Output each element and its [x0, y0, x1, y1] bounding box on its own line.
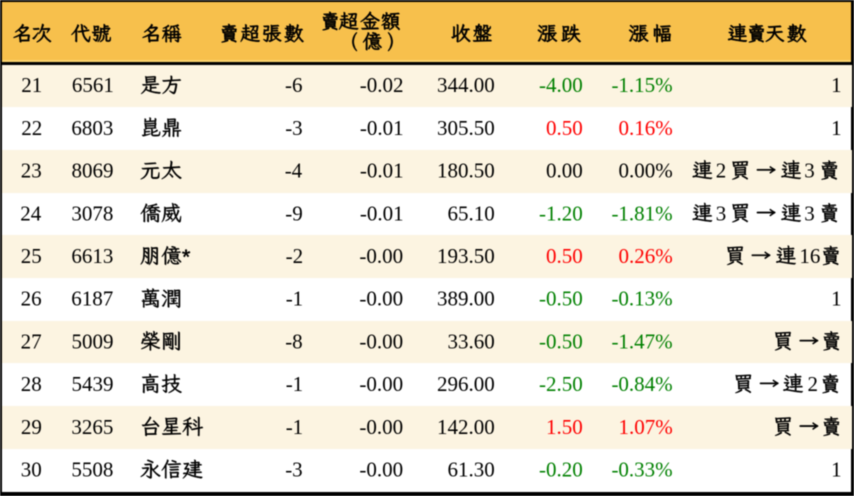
svg-text:61.30: 61.30	[447, 458, 494, 482]
svg-text:23: 23	[21, 159, 42, 183]
svg-text:1.50: 1.50	[546, 415, 583, 439]
svg-text:3265: 3265	[71, 415, 113, 439]
svg-text:180.50: 180.50	[437, 159, 495, 183]
svg-text:2: 2	[808, 372, 819, 396]
svg-text:-8: -8	[285, 329, 303, 353]
svg-text:-1.47%: -1.47%	[611, 329, 672, 353]
svg-text:0.50: 0.50	[546, 116, 583, 140]
svg-text:-0.50: -0.50	[539, 287, 583, 311]
svg-text:6561: 6561	[72, 73, 114, 97]
svg-text:-2: -2	[286, 244, 304, 268]
svg-text:3078: 3078	[71, 201, 113, 225]
svg-text:29: 29	[21, 415, 42, 439]
svg-text:1: 1	[831, 73, 842, 97]
svg-text:-2.50: -2.50	[539, 372, 583, 396]
svg-text:2: 2	[716, 159, 727, 183]
svg-text:16: 16	[799, 244, 820, 268]
svg-text:-0.33%: -0.33%	[611, 458, 672, 482]
svg-text:-1.20: -1.20	[539, 201, 583, 225]
svg-text:-1: -1	[286, 372, 304, 396]
svg-text:1.07%: 1.07%	[618, 415, 672, 439]
svg-text:305.50: 305.50	[437, 116, 495, 140]
svg-text:5508: 5508	[71, 458, 113, 482]
svg-text:3: 3	[804, 201, 815, 225]
svg-text:-0.00: -0.00	[359, 244, 403, 268]
svg-text:5009: 5009	[72, 329, 114, 353]
svg-text:389.00: 389.00	[437, 287, 495, 311]
svg-text:-0.20: -0.20	[539, 458, 583, 482]
svg-text:-9: -9	[285, 201, 303, 225]
svg-text:-0.84%: -0.84%	[611, 372, 672, 396]
svg-text:6613: 6613	[71, 244, 113, 268]
svg-text:6803: 6803	[71, 116, 113, 140]
svg-text:27: 27	[21, 329, 42, 353]
svg-text:296.00: 296.00	[437, 372, 495, 396]
svg-text:28: 28	[21, 372, 42, 396]
svg-text:21: 21	[21, 73, 42, 97]
svg-text:-0.01: -0.01	[360, 159, 404, 183]
svg-text:1: 1	[831, 116, 842, 140]
svg-text:-0.02: -0.02	[360, 73, 404, 97]
svg-text:1: 1	[831, 458, 842, 482]
svg-text:33.60: 33.60	[447, 329, 494, 353]
svg-text:3: 3	[804, 159, 815, 183]
svg-text:0.00%: 0.00%	[618, 159, 672, 183]
svg-text:-6: -6	[285, 73, 303, 97]
svg-text:142.00: 142.00	[437, 415, 495, 439]
svg-text:-1.81%: -1.81%	[611, 201, 672, 225]
svg-text:-4.00: -4.00	[539, 73, 583, 97]
svg-text:25: 25	[21, 244, 42, 268]
svg-text:-0.13%: -0.13%	[611, 287, 672, 311]
svg-text:24: 24	[20, 201, 42, 225]
svg-text:-1: -1	[286, 287, 304, 311]
svg-text:0.26%: 0.26%	[618, 244, 672, 268]
svg-text:-0.00: -0.00	[359, 415, 403, 439]
svg-text:8069: 8069	[72, 159, 114, 183]
svg-text:6187: 6187	[71, 287, 113, 311]
svg-text:-0.01: -0.01	[360, 201, 404, 225]
svg-text:30: 30	[21, 458, 42, 482]
svg-text:-1: -1	[286, 415, 304, 439]
svg-text:0.00: 0.00	[546, 159, 583, 183]
svg-text:-4: -4	[285, 159, 303, 183]
svg-text:0.50: 0.50	[546, 244, 583, 268]
svg-text:5439: 5439	[72, 372, 114, 396]
svg-text:193.50: 193.50	[437, 244, 495, 268]
svg-text:22: 22	[21, 116, 42, 140]
svg-text:-0.01: -0.01	[360, 116, 404, 140]
svg-text:65.10: 65.10	[447, 201, 494, 225]
svg-text:-0.00: -0.00	[359, 329, 403, 353]
svg-text:3: 3	[716, 201, 727, 225]
svg-text:-0.00: -0.00	[359, 372, 403, 396]
svg-text:344.00: 344.00	[437, 73, 495, 97]
svg-text:26: 26	[21, 287, 42, 311]
svg-text:1: 1	[831, 287, 842, 311]
svg-text:-3: -3	[285, 458, 303, 482]
svg-text:-0.50: -0.50	[539, 329, 583, 353]
svg-text:-3: -3	[285, 116, 303, 140]
svg-text:-0.00: -0.00	[359, 458, 403, 482]
svg-text:0.16%: 0.16%	[618, 116, 672, 140]
svg-text:-0.00: -0.00	[359, 287, 403, 311]
svg-text:-1.15%: -1.15%	[611, 73, 672, 97]
